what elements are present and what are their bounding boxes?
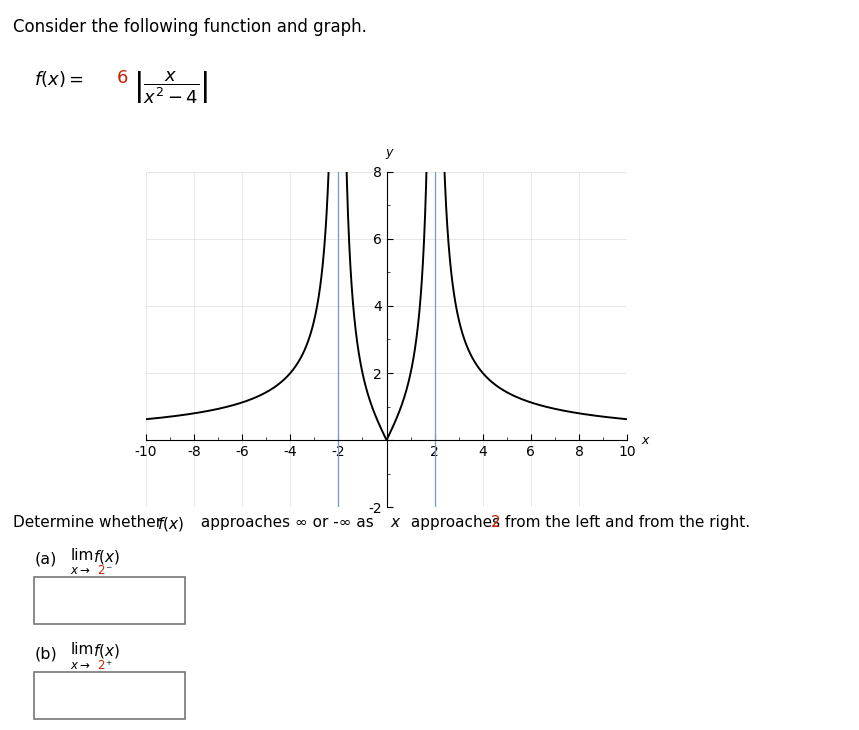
Text: approaches ∞ or -∞ as: approaches ∞ or -∞ as xyxy=(196,515,379,530)
Text: $x$: $x$ xyxy=(390,515,401,530)
Text: from the left and from the right.: from the left and from the right. xyxy=(500,515,750,530)
Text: x: x xyxy=(642,434,649,447)
Text: Determine whether: Determine whether xyxy=(13,515,167,530)
Text: $x \to$: $x \to$ xyxy=(70,659,91,672)
Text: $6$: $6$ xyxy=(116,69,128,88)
Text: lim: lim xyxy=(70,548,94,563)
Text: lim: lim xyxy=(70,642,94,658)
FancyBboxPatch shape xyxy=(34,577,185,624)
Text: Consider the following function and graph.: Consider the following function and grap… xyxy=(13,18,367,36)
Text: $f(x)$: $f(x)$ xyxy=(157,515,184,533)
Text: 2: 2 xyxy=(97,564,105,577)
Text: $f(x)$: $f(x)$ xyxy=(93,642,119,661)
Text: (a): (a) xyxy=(34,551,57,566)
Text: $\left|\dfrac{x}{x^2-4}\right|$: $\left|\dfrac{x}{x^2-4}\right|$ xyxy=(133,69,208,105)
Text: $f(x)$: $f(x)$ xyxy=(93,548,119,566)
Text: approaches: approaches xyxy=(406,515,505,530)
Text: $f(x) =$: $f(x) =$ xyxy=(34,69,84,89)
Text: (b): (b) xyxy=(34,646,57,661)
Text: 2: 2 xyxy=(491,515,501,530)
Text: 2: 2 xyxy=(97,659,105,672)
Text: $x \to$: $x \to$ xyxy=(70,564,91,577)
Text: ⁻: ⁻ xyxy=(105,564,111,577)
FancyBboxPatch shape xyxy=(34,672,185,719)
Text: y: y xyxy=(386,147,393,159)
Text: ⁺: ⁺ xyxy=(105,659,111,672)
